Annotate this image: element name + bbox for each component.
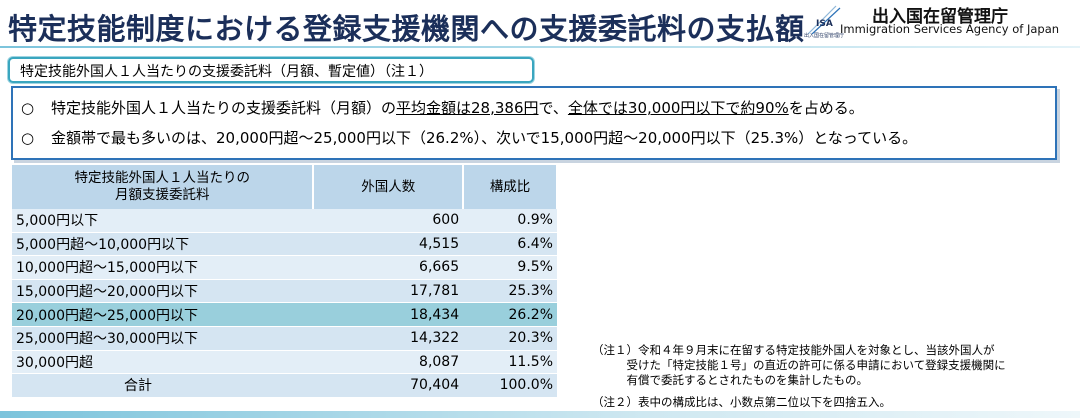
logo-subtext: 出入国在留管理庁	[804, 33, 845, 39]
notes: （注１）令和４年９月末に在留する特定技能外国人を対象とし、当該外国人が 受けた「…	[592, 343, 1006, 388]
note-1-line-2: 受けた「特定技能１号」の直近の許可に係る申請において登録支援機関に	[592, 358, 1006, 372]
table-row: 5,000円超～10,000円以下 4,515 6.4%	[12, 232, 557, 257]
table-row: 20,000円超～25,000円以下 18,434 26.2%	[12, 302, 557, 327]
fee-range-cell: 20,000円超～25,000円以下	[12, 302, 314, 327]
table-row: 15,000円超～20,000円以下 17,781 25.3%	[12, 279, 557, 304]
table-row: 5,000円以下 600 0.9%	[12, 209, 557, 233]
header-divider	[0, 46, 1080, 48]
summary-line-2: ○ 金額帯で最も多いのは、20,000円超～25,000円以下（26.2%）、次い…	[21, 127, 917, 148]
count-cell: 4,515	[313, 232, 464, 257]
count-cell: 600	[313, 209, 464, 233]
summary-line-1-share: 全体では30,000円以下で約90%	[567, 99, 789, 117]
fee-range-cell: 25,000円超～30,000円以下	[12, 326, 314, 351]
fee-range-cell: 合計	[12, 373, 314, 398]
ratio-cell: 26.2%	[463, 302, 557, 327]
count-cell: 8,087	[313, 350, 464, 375]
table-total-row: 合計 70,404 100.0%	[12, 373, 557, 398]
table-row: 30,000円超 8,087 11.5%	[12, 350, 557, 375]
summary-line-1-pre: 特定技能外国人１人当たりの支援委託料（月額）の	[51, 99, 397, 117]
agency-name-jp: 出入国在留管理庁	[872, 7, 1008, 27]
fee-range-cell: 10,000円超～15,000円以下	[12, 255, 314, 280]
summary-line-1-average: 平均金額は28,386円	[396, 99, 539, 117]
section-label: 特定技能外国人１人当たりの支援委託料（月額、暫定値）（注１）	[8, 57, 534, 83]
ratio-cell: 6.4%	[463, 232, 557, 257]
note-1-line-1: （注１）令和４年９月末に在留する特定技能外国人を対象とし、当該外国人が	[592, 343, 995, 357]
summary-line-1-post: を占める。	[788, 99, 864, 117]
agency-name-en: Immigration Services Agency of Japan	[840, 22, 1060, 36]
page-title: 特定技能制度における登録支援機関への支援委託料の支払額	[8, 12, 805, 46]
logo-text: ISA	[816, 19, 833, 29]
count-cell: 70,404	[313, 373, 464, 398]
header-fee-range: 特定技能外国人１人当たりの 月額支援委託料	[12, 165, 315, 209]
table-row: 10,000円超～15,000円以下 6,665 9.5%	[12, 255, 557, 280]
bullet-icon: ○	[21, 129, 35, 147]
ratio-cell: 20.3%	[463, 326, 557, 351]
count-cell: 17,781	[313, 279, 464, 304]
summary-box: ○ 特定技能外国人１人当たりの支援委託料（月額）の平均金額は28,386円で、全体…	[11, 86, 1057, 160]
page-header: 特定技能制度における登録支援機関への支援委託料の支払額 ISA 出入国在留管理庁…	[0, 0, 1080, 50]
count-cell: 18,434	[313, 302, 464, 327]
fee-range-cell: 30,000円超	[12, 350, 314, 375]
footer-bar	[0, 411, 1080, 418]
table-row: 25,000円超～30,000円以下 14,322 20.3%	[12, 326, 557, 351]
header-ratio: 構成比	[463, 165, 558, 209]
section-label-text: 特定技能外国人１人当たりの支援委託料（月額、暫定値）（注１）	[20, 64, 433, 80]
bullet-icon: ○	[21, 99, 35, 117]
summary-line-1-mid: で、	[538, 99, 568, 117]
fee-range-cell: 5,000円以下	[12, 209, 314, 233]
note-2: （注２）表中の構成比は、小数点第二位以下を四捨五入。	[592, 395, 891, 409]
fee-range-cell: 15,000円超～20,000円以下	[12, 279, 314, 304]
count-cell: 14,322	[313, 326, 464, 351]
fee-range-cell: 5,000円超～10,000円以下	[12, 232, 314, 257]
note-1-line-3: 有償で委託するとされたものを集計したもの。	[592, 373, 868, 387]
table-header-row: 特定技能外国人１人当たりの 月額支援委託料 外国人数 構成比	[12, 165, 558, 209]
ratio-cell: 100.0%	[463, 373, 557, 398]
header-count: 外国人数	[313, 165, 465, 209]
ratio-cell: 9.5%	[463, 255, 557, 280]
count-cell: 6,665	[313, 255, 464, 280]
isa-logo-icon: ISA	[807, 5, 841, 35]
ratio-cell: 25.3%	[463, 279, 557, 304]
summary-line-2-text: 金額帯で最も多いのは、20,000円超～25,000円以下（26.2%）、次いで…	[51, 129, 918, 147]
ratio-cell: 11.5%	[463, 350, 557, 375]
summary-line-1: ○ 特定技能外国人１人当たりの支援委託料（月額）の平均金額は28,386円で、全体…	[21, 97, 864, 118]
fee-distribution-table: 特定技能外国人１人当たりの 月額支援委託料 外国人数 構成比 5,000円以下 60…	[12, 165, 558, 398]
ratio-cell: 0.9%	[463, 209, 557, 233]
